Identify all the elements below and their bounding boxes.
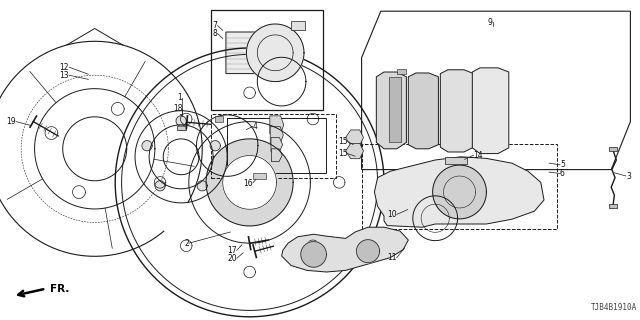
Text: 10: 10 — [387, 210, 397, 219]
Text: 9: 9 — [488, 18, 493, 27]
Polygon shape — [206, 139, 293, 226]
Text: FR.: FR. — [50, 284, 69, 294]
Text: 8: 8 — [213, 29, 218, 38]
Bar — [253, 173, 266, 179]
Polygon shape — [223, 156, 276, 209]
Bar — [211, 114, 336, 178]
Text: 19: 19 — [6, 117, 16, 126]
Text: 5: 5 — [560, 160, 565, 169]
Polygon shape — [356, 240, 380, 263]
Polygon shape — [270, 116, 284, 134]
Polygon shape — [270, 127, 284, 143]
Text: 14: 14 — [474, 151, 483, 160]
Bar — [397, 69, 406, 74]
Polygon shape — [374, 157, 544, 227]
Bar — [362, 144, 557, 229]
Polygon shape — [210, 140, 220, 151]
Text: 11: 11 — [387, 253, 397, 262]
Text: 2: 2 — [184, 239, 189, 248]
Polygon shape — [472, 68, 509, 154]
Polygon shape — [376, 72, 406, 149]
Polygon shape — [176, 116, 186, 126]
Text: TJB4B1910A: TJB4B1910A — [591, 303, 637, 312]
Bar — [291, 21, 305, 30]
Text: 15: 15 — [338, 137, 348, 146]
Bar — [177, 126, 186, 130]
Polygon shape — [301, 242, 326, 267]
Text: 7: 7 — [212, 21, 218, 30]
Text: 16: 16 — [243, 179, 253, 188]
Text: 3: 3 — [626, 172, 631, 180]
Text: 17: 17 — [227, 246, 237, 255]
Bar — [215, 116, 223, 122]
Text: 6: 6 — [560, 169, 565, 178]
Polygon shape — [440, 70, 474, 152]
Polygon shape — [408, 73, 438, 149]
Bar — [609, 147, 617, 151]
Bar — [609, 204, 617, 208]
Polygon shape — [389, 77, 401, 142]
Text: 1: 1 — [178, 93, 182, 102]
Text: 13: 13 — [60, 71, 69, 80]
Polygon shape — [142, 140, 152, 151]
Bar — [211, 10, 323, 110]
Text: 12: 12 — [60, 63, 69, 72]
Polygon shape — [282, 227, 408, 272]
Polygon shape — [226, 32, 264, 74]
Text: 15: 15 — [338, 149, 348, 158]
Bar — [445, 157, 467, 164]
Text: 20: 20 — [227, 254, 237, 263]
Polygon shape — [433, 165, 486, 219]
Polygon shape — [346, 143, 364, 159]
Polygon shape — [155, 181, 165, 191]
Polygon shape — [346, 130, 364, 145]
Polygon shape — [271, 138, 283, 152]
Polygon shape — [271, 149, 282, 162]
Bar — [227, 118, 326, 173]
Polygon shape — [197, 181, 207, 191]
Text: 4: 4 — [253, 122, 258, 131]
Polygon shape — [246, 24, 304, 82]
Text: 18: 18 — [173, 104, 182, 113]
